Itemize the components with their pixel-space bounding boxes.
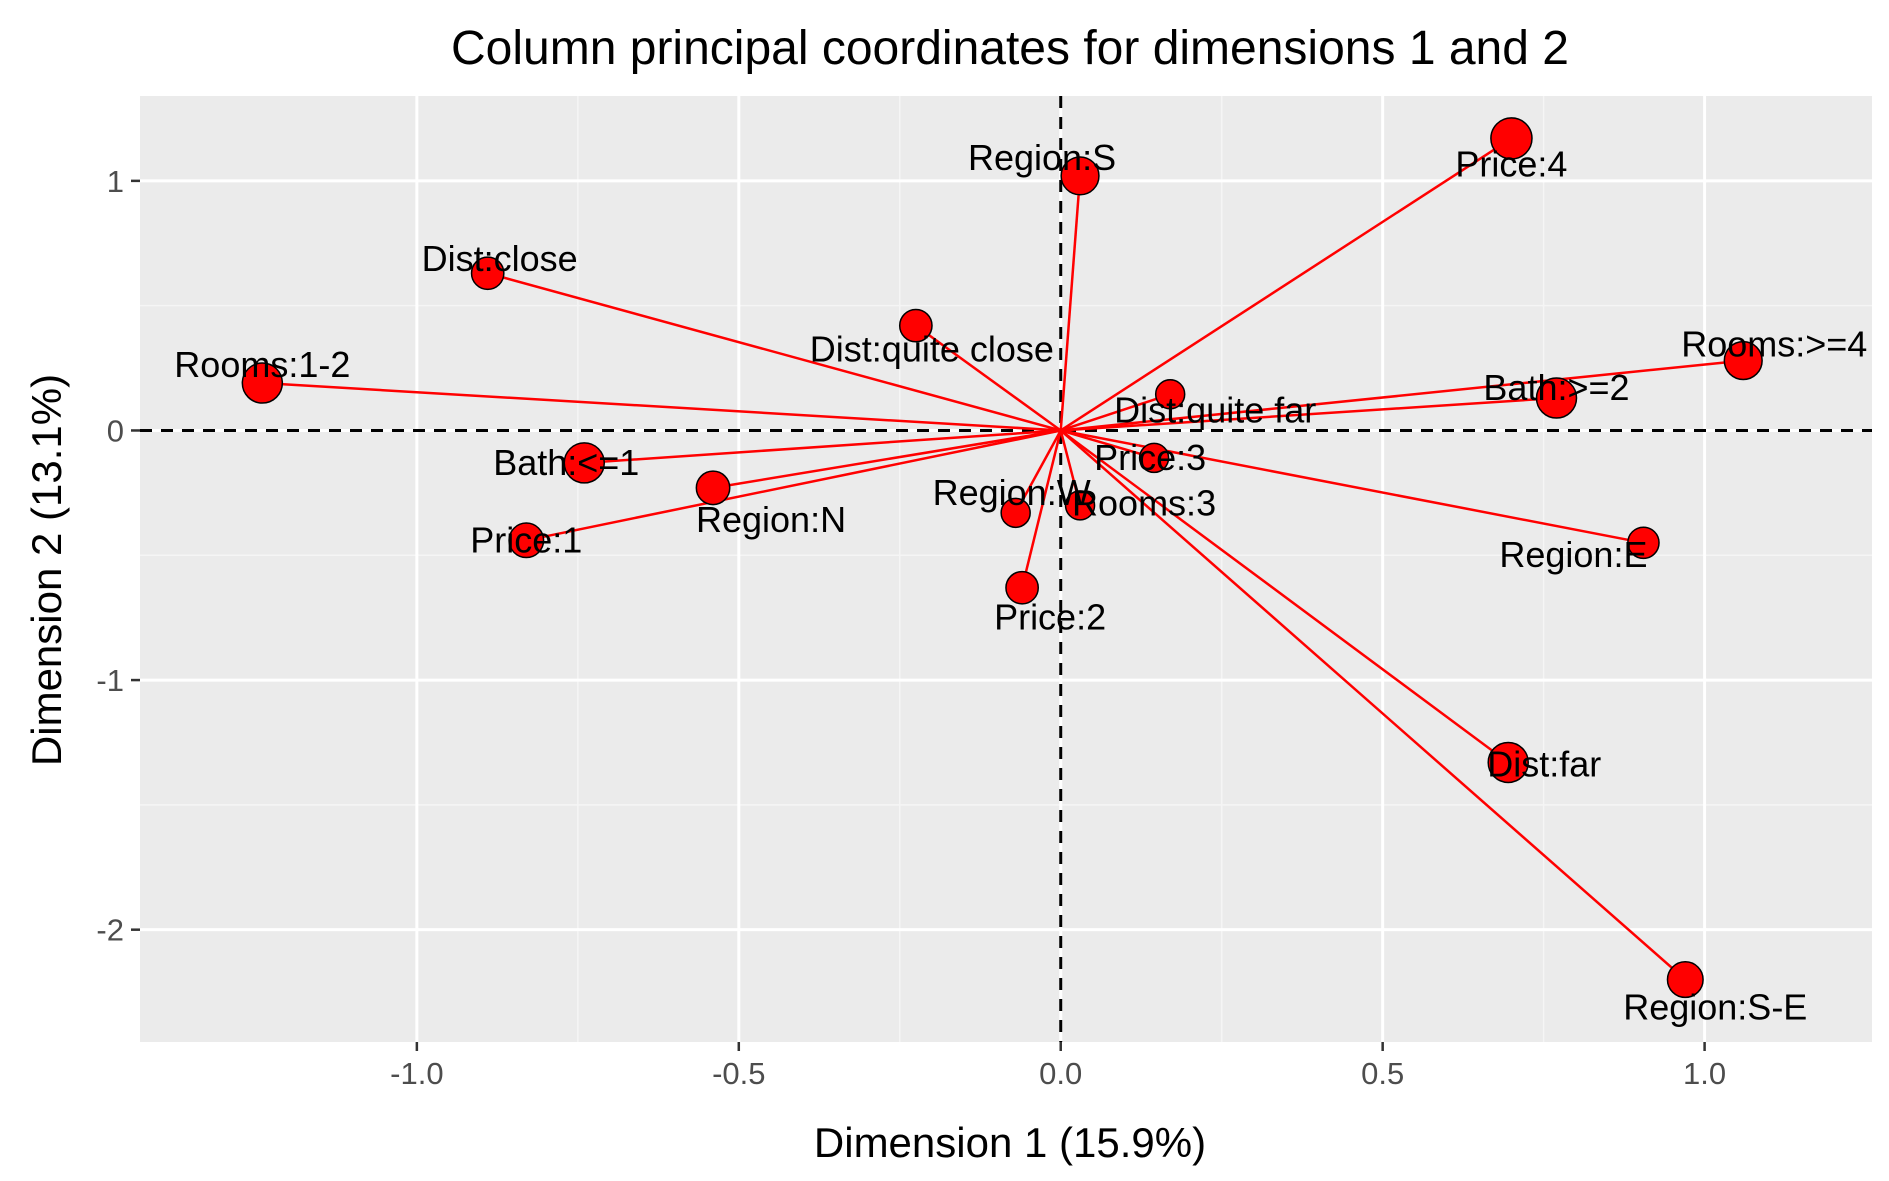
- x-tick-label: 0.5: [1361, 1056, 1404, 1091]
- point-Dist:quite far: [1154, 379, 1186, 410]
- vector-Dist:quite close: [915, 324, 1062, 432]
- y-axis-title: Dimension 2 (13.1%): [23, 374, 70, 766]
- point-label-Rooms:>=4: Rooms:>=4: [1681, 324, 1867, 365]
- vector-Dist:close: [487, 272, 1062, 432]
- point-labels: Rooms:1-2 Rooms:3 Rooms:>=4 Bath:<=1 Bath:>=…: [174, 137, 1867, 1028]
- y-tick-label: 1: [107, 164, 124, 199]
- point-Region:S-E: [1666, 961, 1704, 999]
- point-Region:W: [1000, 497, 1031, 529]
- point-label-Dist:far: Dist:far: [1487, 743, 1601, 784]
- vector-Region:N: [712, 429, 1061, 490]
- x-tick-label: -0.5: [712, 1056, 765, 1091]
- chart-title: Column principal coordinates for dimensi…: [451, 22, 1569, 75]
- point-Dist:close: [470, 256, 505, 291]
- x-axis-title: Dimension 1 (15.9%): [814, 1119, 1206, 1166]
- point-label-Region:W: Region:W: [933, 472, 1091, 513]
- y-tick-label: 0: [107, 413, 124, 448]
- point-Bath:<=1: [563, 442, 606, 484]
- point-label-Rooms:3: Rooms:3: [1072, 482, 1216, 523]
- vector-Region:S-E: [1059, 429, 1687, 981]
- point-label-Price:1: Price:1: [470, 519, 582, 560]
- y-tick-label: -1: [96, 663, 124, 698]
- point-label-Region:N: Region:N: [696, 499, 846, 540]
- y-tick-label: -2: [96, 913, 124, 948]
- x-tick-label: 0.0: [1039, 1056, 1082, 1091]
- point-Price:3: [1138, 442, 1170, 474]
- x-tick-label: 1.0: [1683, 1056, 1726, 1091]
- vector-Region:S: [1059, 175, 1082, 431]
- point-Price:4: [1490, 117, 1533, 160]
- point-label-Region:S: Region:S: [968, 137, 1116, 178]
- vector-Price:2: [1020, 430, 1062, 589]
- point-label-Dist:quite far: Dist:quite far: [1114, 389, 1316, 430]
- point-label-Price:3: Price:3: [1094, 437, 1206, 478]
- point-label-Price:2: Price:2: [994, 597, 1106, 638]
- point-label-Region:S-E: Region:S-E: [1623, 987, 1807, 1028]
- point-label-Price:4: Price:4: [1455, 143, 1567, 184]
- vector-Rooms:>=4: [1060, 359, 1744, 432]
- vector-Rooms:1-2: [262, 381, 1061, 432]
- point-Rooms:3: [1064, 490, 1096, 521]
- point-Dist:quite close: [898, 308, 933, 343]
- point-label-Bath:<=1: Bath:<=1: [493, 442, 639, 483]
- point-label-Dist:quite close: Dist:quite close: [810, 329, 1054, 370]
- vector-Region:W: [1014, 429, 1062, 514]
- vector-Dist:far: [1059, 429, 1509, 764]
- point-Bath:>=2: [1535, 377, 1578, 419]
- vectors: [262, 137, 1744, 981]
- point-label-Rooms:1-2: Rooms:1-2: [174, 344, 350, 385]
- point-Rooms:>=4: [1723, 340, 1763, 381]
- vector-Price:3: [1060, 429, 1155, 460]
- plot-panel: [140, 96, 1872, 1042]
- minor-gridlines: [140, 96, 1872, 1042]
- point-Dist:far: [1487, 741, 1529, 784]
- point-Price:2: [1005, 570, 1039, 605]
- point-label-Bath:>=2: Bath:>=2: [1483, 367, 1629, 408]
- vector-Dist:quite far: [1060, 393, 1171, 432]
- point-label-Dist:close: Dist:close: [422, 238, 578, 279]
- vector-Price:1: [526, 429, 1061, 542]
- point-label-Region:E: Region:E: [1499, 534, 1647, 575]
- point-Region:S: [1060, 156, 1100, 196]
- point-Price:1: [508, 522, 545, 559]
- point-Rooms:1-2: [241, 362, 284, 404]
- x-tick-label: -1.0: [390, 1056, 443, 1091]
- y-axis-ticks: -2 -1 0 1: [96, 164, 140, 948]
- reference-lines: [140, 96, 1872, 1042]
- vector-Bath:<=1: [584, 429, 1061, 465]
- vector-Bath:>=2: [1060, 396, 1557, 432]
- points: [241, 117, 1763, 999]
- vector-Price:4: [1060, 137, 1513, 432]
- point-Region:N: [695, 470, 731, 506]
- point-Region:E: [1627, 526, 1660, 560]
- x-axis-ticks: -1.0 -0.5 0.0 0.5 1.0: [390, 1042, 1726, 1091]
